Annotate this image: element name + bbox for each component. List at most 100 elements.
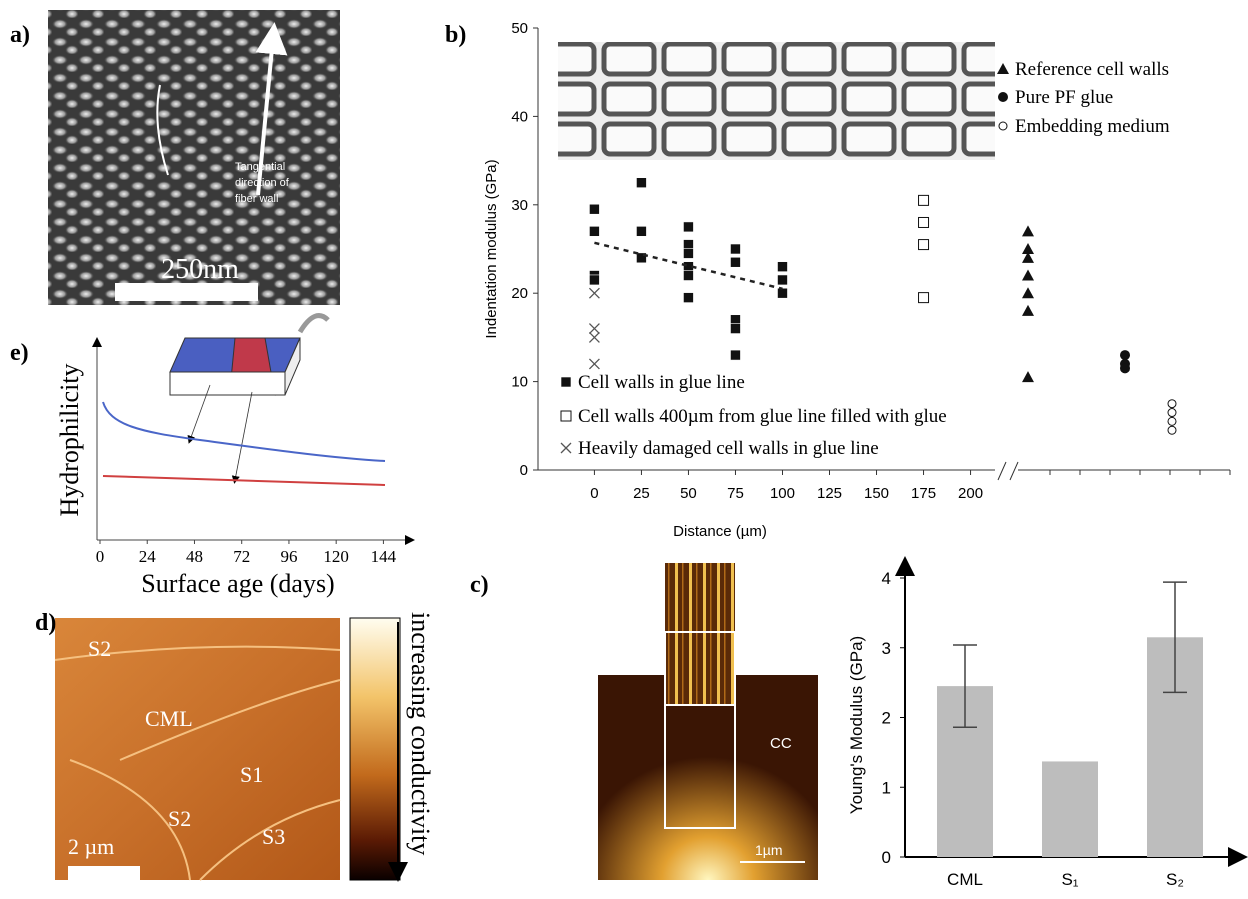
point	[683, 270, 694, 281]
panel-label: d)	[35, 610, 56, 636]
point	[730, 256, 741, 268]
arrow-label: direction of	[235, 177, 290, 189]
legend-swatch	[998, 121, 1008, 131]
y-tick-label: 2	[882, 709, 891, 728]
point	[588, 331, 600, 343]
point	[589, 274, 600, 286]
point	[1022, 269, 1034, 281]
region-label: S3	[262, 824, 285, 849]
point	[730, 349, 741, 361]
x-tick-label: 75	[727, 485, 744, 502]
x-tick-label: S₁	[1061, 870, 1078, 889]
point	[683, 248, 694, 259]
y-tick-label: 20	[511, 285, 528, 302]
arrow-label: fiber wall	[235, 193, 278, 205]
region-label: S2	[88, 636, 111, 661]
legend-label: Cell walls 400µm from glue line filled w…	[578, 406, 947, 427]
region-label: S2	[168, 806, 191, 831]
scale-bar	[115, 283, 258, 301]
y-axis-label: Indentation modulus (GPa)	[483, 159, 500, 338]
region-label: S1	[240, 762, 263, 787]
point	[730, 323, 741, 334]
point	[589, 226, 600, 237]
point	[636, 252, 647, 264]
y-tick-label: 40	[511, 108, 528, 125]
schematic	[169, 313, 330, 484]
x-tick-label: 175	[911, 485, 936, 502]
legend-swatch	[560, 410, 572, 422]
legend-label: Embedding medium	[1015, 116, 1170, 137]
x-tick-label: 96	[280, 547, 297, 566]
scale-label: 2 µm	[68, 834, 114, 859]
wall-boundaries	[54, 645, 341, 881]
point	[1120, 350, 1130, 361]
y-tick-label: 1	[882, 778, 891, 797]
point	[730, 314, 741, 326]
x-tick-label: 100	[770, 485, 795, 502]
point	[1167, 408, 1177, 418]
fibril-outline	[156, 84, 169, 176]
error-bar	[953, 644, 977, 729]
x-tick-label: 125	[817, 485, 842, 502]
y-tick-label: 4	[882, 569, 891, 588]
y-axis-label: Young's Modulus (GPa)	[847, 636, 866, 814]
modulus-map-detail	[665, 563, 735, 705]
x-tick-label: 144	[371, 547, 397, 566]
y-tick-label: 0	[882, 848, 891, 867]
y-tick-label: 0	[520, 462, 528, 479]
x-axis-label: Distance (µm)	[673, 523, 767, 540]
point	[683, 292, 694, 303]
bar	[1042, 761, 1098, 857]
point	[1022, 251, 1034, 263]
x-tick-label: 24	[139, 547, 157, 566]
y-tick-label: 50	[511, 20, 528, 37]
x-tick-label: CML	[947, 870, 983, 889]
legend-swatch	[560, 376, 572, 388]
point	[777, 274, 788, 286]
point	[683, 221, 694, 233]
legend-swatch	[997, 63, 1009, 74]
point	[588, 323, 600, 335]
scale-bar	[68, 866, 140, 884]
point	[918, 292, 930, 304]
x-tick-label: 150	[864, 485, 889, 502]
point	[1120, 363, 1130, 374]
point	[730, 243, 741, 255]
point	[777, 287, 788, 299]
x-tick-label: 72	[233, 547, 250, 566]
y-tick-label: 30	[511, 197, 528, 214]
point	[1167, 399, 1177, 409]
modulus-map	[598, 675, 818, 880]
hydrophilicity-curve-red	[102, 475, 386, 486]
point	[918, 216, 930, 228]
point	[1022, 371, 1034, 383]
x-axis-label: Surface age (days)	[141, 569, 334, 598]
panel-label: a)	[10, 22, 30, 48]
colorbar-label: increasing conductivity	[406, 612, 435, 855]
conductivity-map	[55, 618, 340, 880]
axis-break	[997, 461, 1019, 481]
point	[588, 358, 600, 370]
point	[1167, 425, 1177, 435]
point	[1022, 304, 1034, 316]
point	[588, 287, 600, 299]
legend-label: Reference cell walls	[1015, 59, 1169, 80]
roi-box	[664, 704, 736, 829]
point	[683, 239, 694, 250]
panel-label: b)	[445, 22, 466, 48]
hydrophilicity-curve-blue	[102, 401, 386, 462]
x-tick-label: 50	[680, 485, 697, 502]
x-tick-label: 120	[323, 547, 349, 566]
legend-label: Pure PF glue	[1015, 87, 1113, 108]
x-tick-label: 0	[590, 485, 598, 502]
scale-label: 1µm	[755, 842, 783, 858]
point	[1022, 243, 1034, 254]
y-tick-label: 3	[882, 639, 891, 658]
point	[636, 226, 647, 237]
trend-line	[594, 241, 783, 290]
legend-swatch	[998, 92, 1008, 102]
y-axis-label: Hydrophilicity	[55, 363, 84, 516]
point	[1022, 225, 1034, 237]
